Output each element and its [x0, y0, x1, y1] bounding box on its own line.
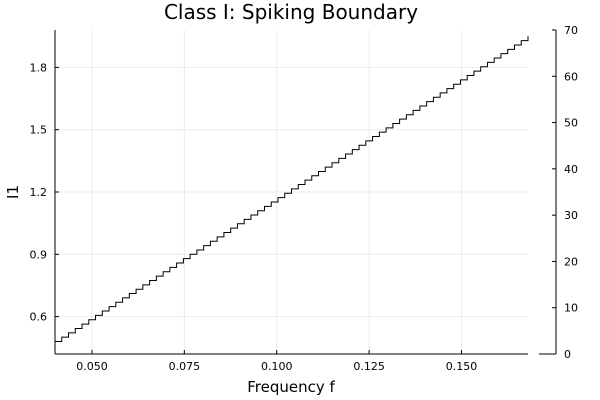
y-tick-label: 1.2	[30, 186, 48, 199]
x-tick-label: 0.100	[261, 360, 293, 373]
y2-tick-label: 70	[564, 24, 578, 37]
y-tick-label: 1.5	[30, 124, 48, 137]
x-axis-title: Frequency f	[247, 378, 335, 396]
y-grid	[55, 66, 528, 318]
y2-tick-label: 50	[564, 117, 578, 130]
series-group	[55, 36, 556, 355]
y-axis-title: I1	[4, 185, 22, 199]
y-ticks: 0.6 0.9 1.2 1.5 1.8	[30, 61, 59, 324]
y2-tick-label: 40	[564, 163, 578, 176]
y2-tick-label: 20	[564, 255, 578, 268]
spiking-boundary-line	[55, 36, 529, 343]
y2-tick-label: 30	[564, 209, 578, 222]
y2-ticks: 0 10 20 30 40 50 60 70	[552, 24, 578, 361]
x-tick-label: 0.150	[446, 360, 478, 373]
x-ticks: 0.050 0.075 0.100 0.125 0.150	[76, 350, 477, 373]
x-tick-label: 0.125	[353, 360, 385, 373]
x-tick-label: 0.075	[169, 360, 201, 373]
x-tick-label: 0.050	[76, 360, 108, 373]
y-tick-label: 1.8	[30, 61, 48, 74]
y2-tick-label: 0	[564, 348, 571, 361]
y2-tick-label: 60	[564, 70, 578, 83]
chart-title: Class I: Spiking Boundary	[164, 0, 418, 24]
y2-tick-label: 10	[564, 302, 578, 315]
y-tick-label: 0.6	[30, 311, 48, 324]
y-tick-label: 0.9	[30, 248, 48, 261]
